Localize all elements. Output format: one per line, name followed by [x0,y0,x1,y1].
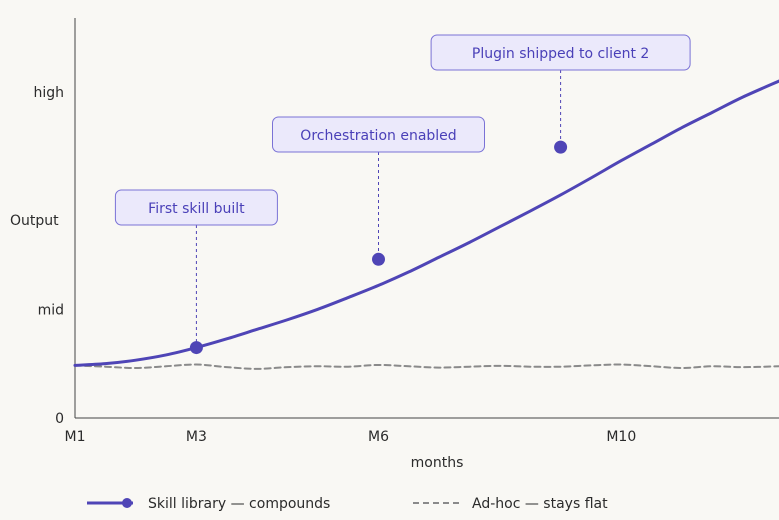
legend-marker-skill-library [122,498,132,508]
legend-label-skill-library: Skill library — compounds [148,496,330,512]
annotation-marker [554,140,568,154]
axes: M1 M3 M6 M10 0 mid high months Output [10,18,779,471]
annotation-marker [189,341,203,355]
annotation-marker [372,252,385,266]
annotation-box [430,34,691,71]
y-tick-label: 0 [55,411,64,427]
legend: Skill library — compounds Ad-hoc — stays … [87,496,608,512]
x-tick-label: M3 [186,429,207,445]
annotation-box [272,116,485,153]
y-axis-title: Output [10,213,59,229]
annotations-layer: First skill built Orchestration enabled Pl… [114,34,691,355]
x-tick-label: M1 [65,429,86,445]
x-axis-title: months [411,455,464,471]
adhoc-series-line [74,363,779,370]
x-tick-label: M6 [368,429,389,445]
y-tick-label: high [33,85,64,101]
annotation-label: Plugin shipped to client 2 [472,46,649,62]
x-tick-label: M10 [606,429,636,445]
annotation-label: First skill built [148,201,245,217]
annotation-box [114,189,278,226]
legend-label-adhoc: Ad-hoc — stays flat [472,496,608,512]
y-tick-label: mid [38,302,64,318]
annotation-label: Orchestration enabled [300,128,456,144]
